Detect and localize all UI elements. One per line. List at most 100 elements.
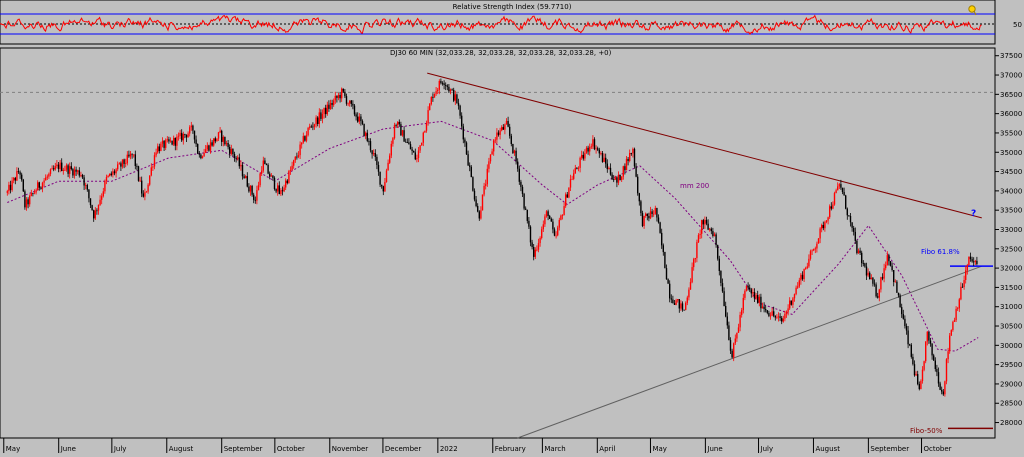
candle-body [691,267,693,283]
candle-body [651,211,653,214]
x-tick-label: June [60,445,76,453]
candle-body [107,175,109,177]
candle-body [704,219,706,225]
candle-body [457,103,460,106]
candle-body [430,97,432,105]
candle-body [709,228,711,230]
candle-body [966,265,968,271]
candle-body [392,138,394,144]
candle-body [638,193,640,202]
candle-body [465,142,468,155]
candle-body [533,247,535,257]
candle-body [488,161,490,169]
candle-body [969,256,972,260]
candle-body [145,191,148,193]
candle-body [595,148,597,150]
candle-body [846,208,848,216]
candle-body [433,93,436,98]
alert-icon[interactable] [968,5,977,16]
candle-body [339,95,341,99]
candle-body [592,139,594,147]
candle-body [753,292,756,299]
candle-body [217,132,220,139]
candle-body [139,180,141,182]
candle-body [680,303,682,309]
candle-body [801,274,804,280]
x-tick-label: September [870,445,909,453]
candle-body [880,277,882,290]
candle-body [521,186,524,194]
candle-body [299,144,301,156]
candle-body [48,173,50,177]
candle-body [405,141,407,143]
candle-body [280,190,282,194]
candle-body [238,157,240,167]
candle-body [53,168,55,170]
candle-body [275,189,277,192]
y-tick-label: 28500 [1000,400,1022,408]
candle-body [261,170,263,174]
candle-body [528,220,530,227]
x-tick-label: May [6,445,20,453]
candle-body [701,220,703,234]
candle-body [646,213,648,216]
candle-body [200,154,202,159]
candle-body [403,130,405,142]
candle-body [843,192,845,196]
y-tick-label: 30000 [1000,342,1022,350]
candle-body [110,173,112,175]
candle-body [891,265,893,270]
candle-body [294,156,296,161]
candle-body [113,171,116,174]
candle-body [123,159,125,164]
candle-body [419,145,421,151]
candle-body [97,204,100,211]
candle-body [91,205,93,211]
candle-body [277,185,279,192]
candle-body [907,330,909,345]
candle-body [353,105,356,115]
candle-body [833,193,836,205]
candle-body [603,157,605,162]
candle-body [229,147,231,154]
candle-body [326,104,328,115]
candle-body [166,139,168,141]
candle-body [571,178,573,180]
candle-body [696,242,698,259]
candle-body [536,249,538,251]
candle-body [675,300,677,305]
candle-body [283,187,285,192]
candle-body [875,284,877,297]
candle-body [251,186,253,195]
candle-body [835,190,837,194]
candle-body [816,243,818,249]
candle-body [534,249,536,257]
candle-body [267,165,269,174]
candle-body [46,176,48,178]
x-tick-label: August [815,445,840,453]
candle-body [366,132,368,141]
candle-body [345,96,348,104]
candle-body [518,168,520,182]
candle-body [43,180,45,183]
candle-body [33,192,36,194]
candle-body [475,199,477,206]
candle-body [83,177,85,186]
candle-body [881,277,884,279]
y-tick-label: 34500 [1000,168,1022,176]
x-tick-label: March [544,445,565,453]
candle-body [795,287,797,295]
candle-body [285,180,287,188]
candle-body [486,168,488,185]
candle-body [539,237,541,244]
candle-body [952,321,954,331]
candle-body [523,193,525,209]
candle-body [776,316,778,318]
candle-body [712,231,714,236]
candle-body [448,86,450,92]
candle-body [262,160,264,171]
candle-body [72,169,74,176]
candle-body [649,211,652,219]
candle-body [566,194,568,198]
candle-body [509,126,511,136]
